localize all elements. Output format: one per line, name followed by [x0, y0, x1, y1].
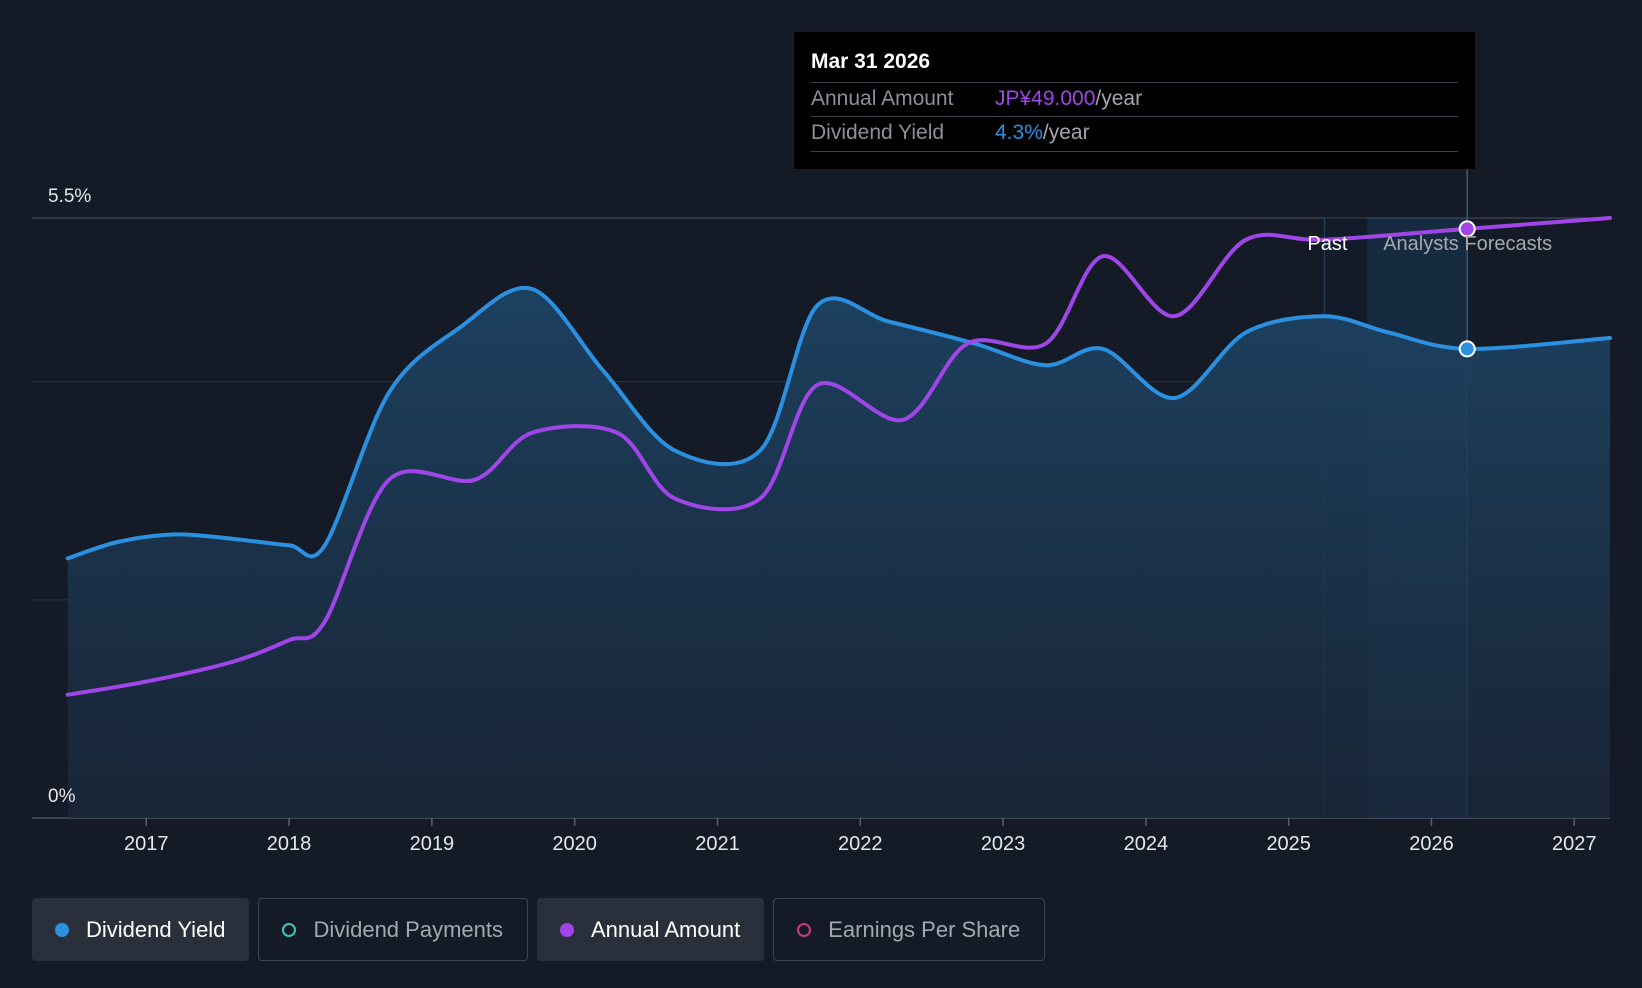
legend-label: Dividend Yield — [86, 916, 226, 942]
forecast-label: Analysts Forecasts — [1383, 233, 1552, 255]
tooltip-yield-value: 4.3% — [995, 121, 1043, 144]
y-axis-label-min: 0% — [48, 786, 76, 807]
y-axis-label-max: 5.5% — [48, 186, 91, 207]
legend-earnings-per-share[interactable]: Earnings Per Share — [773, 898, 1046, 961]
tooltip-annual-row: Annual Amount JP¥49.000/year — [811, 87, 1142, 111]
tooltip-annual-label: Annual Amount — [811, 87, 954, 110]
legend-label: Annual Amount — [590, 916, 741, 942]
tooltip-yield-label: Dividend Yield — [811, 121, 945, 144]
dividend-payments-ring-icon — [282, 922, 297, 937]
tooltip-yield-unit: /year — [1042, 121, 1090, 144]
dividend-yield-area — [67, 287, 1611, 819]
dividend-yield-dot-icon — [55, 922, 69, 937]
legend-label: Dividend Payments — [313, 916, 503, 942]
x-axis-tick-label: 2022 — [838, 833, 883, 855]
legend-dividend-yield[interactable]: Dividend Yield — [32, 898, 250, 961]
x-axis-tick-label: 2023 — [981, 833, 1026, 855]
dividend-yield-line — [65, 285, 1612, 561]
tooltip-divider — [811, 151, 1458, 152]
legend: Dividend Yield Dividend Payments Annual … — [32, 898, 1046, 961]
legend-label: Earnings Per Share — [828, 916, 1021, 942]
tooltip-divider — [811, 82, 1458, 83]
x-axis-tick-label: 2018 — [267, 833, 312, 855]
x-axis-tick-label: 2025 — [1266, 833, 1311, 855]
past-label: Past — [1307, 233, 1347, 255]
x-axis-tick-label: 2020 — [552, 833, 597, 855]
tooltip-divider — [811, 116, 1458, 117]
annual-amount-marker — [1458, 220, 1476, 238]
earnings-per-share-ring-icon — [797, 922, 812, 937]
tooltip-yield-row: Dividend Yield 4.3%/year — [811, 121, 1090, 145]
legend-annual-amount[interactable]: Annual Amount — [536, 898, 765, 961]
tooltip-annual-unit: /year — [1095, 87, 1143, 110]
x-axis-tick-label: 2026 — [1409, 833, 1454, 855]
x-axis-tick-label: 2019 — [410, 833, 455, 855]
annual-amount-dot-icon — [559, 922, 574, 937]
legend-dividend-payments[interactable]: Dividend Payments — [258, 898, 528, 961]
x-axis-tick-label: 2017 — [124, 833, 169, 855]
x-axis-tick-label: 2021 — [695, 833, 740, 855]
tooltip: Mar 31 2026 Annual Amount JP¥49.000/year … — [794, 32, 1475, 169]
x-axis-tick-label: 2024 — [1124, 833, 1169, 855]
annual-amount-line — [65, 216, 1612, 697]
tooltip-annual-value: JP¥49.000 — [995, 87, 1096, 110]
dividend-yield-marker — [1458, 340, 1476, 358]
tooltip-date: Mar 31 2026 — [811, 50, 931, 73]
x-axis-tick-label: 2027 — [1552, 833, 1597, 855]
